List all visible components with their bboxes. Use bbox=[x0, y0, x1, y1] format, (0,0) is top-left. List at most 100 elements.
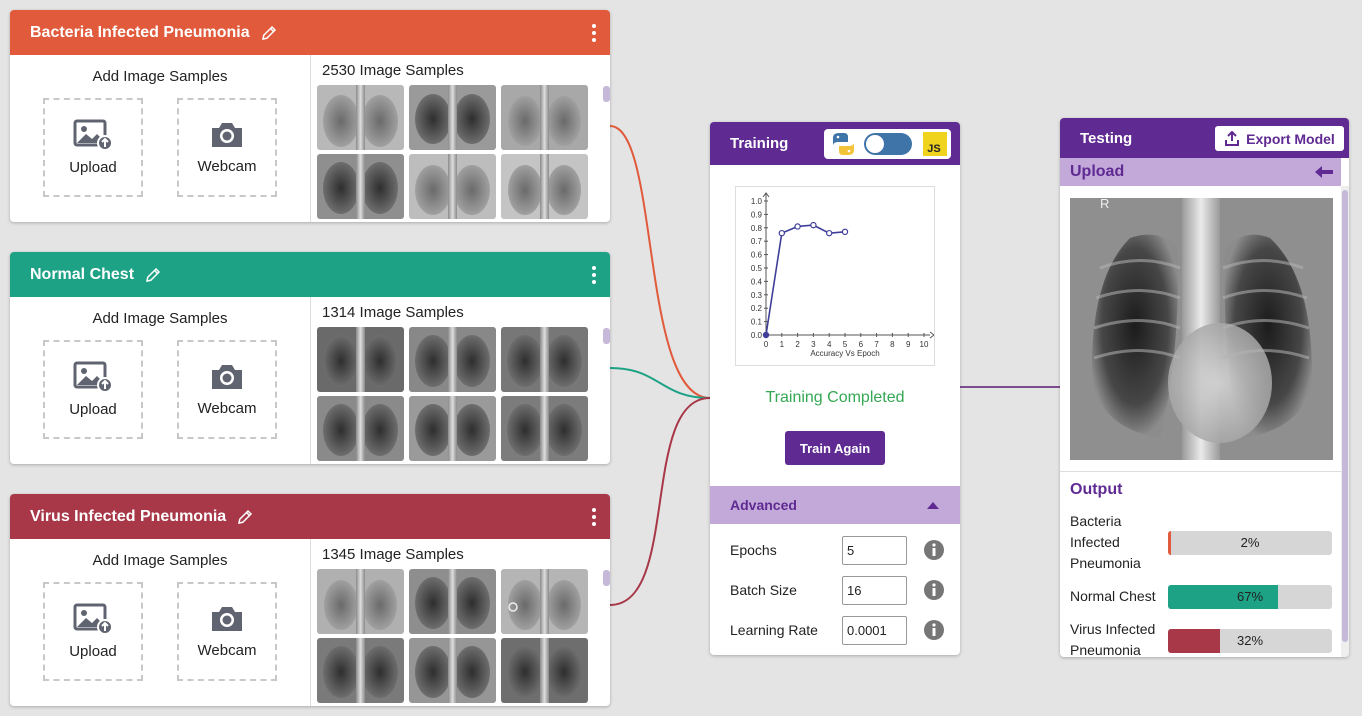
sample-thumbnail[interactable] bbox=[501, 154, 588, 219]
more-options-icon[interactable] bbox=[592, 266, 596, 284]
toggle-switch[interactable] bbox=[864, 133, 912, 155]
output-fill-virus bbox=[1168, 629, 1221, 653]
sample-thumbnail[interactable] bbox=[501, 327, 588, 392]
edit-pencil-icon[interactable] bbox=[144, 266, 162, 284]
upload-button[interactable]: Upload bbox=[43, 340, 143, 439]
accuracy-point bbox=[841, 228, 849, 236]
add-samples-area: Add Image Samples Upload Webcam bbox=[10, 55, 311, 222]
output-bar-virus: 32% bbox=[1168, 629, 1332, 653]
epochs-row: Epochs bbox=[730, 535, 945, 565]
divider bbox=[1060, 471, 1341, 472]
sample-thumbnail[interactable] bbox=[317, 154, 404, 219]
class-card-normal: Normal Chest Add Image Samples Upload We… bbox=[10, 252, 610, 464]
js-label: JS bbox=[927, 143, 940, 155]
testing-panel: Testing Export Model Upload bbox=[1060, 118, 1349, 657]
sample-thumbnail[interactable] bbox=[409, 154, 496, 219]
testing-scrollbar[interactable] bbox=[1341, 186, 1349, 657]
add-samples-area: Add Image Samples Upload Webcam bbox=[10, 539, 311, 706]
testing-title: Testing bbox=[1080, 129, 1133, 147]
sample-count: 1314 Image Samples bbox=[322, 304, 464, 321]
info-icon[interactable] bbox=[923, 579, 945, 601]
class-name[interactable]: Bacteria Infected Pneumonia bbox=[30, 23, 250, 41]
training-title: Training bbox=[730, 135, 789, 152]
epochs-input[interactable] bbox=[842, 535, 907, 565]
accuracy-chart: 0.0 0.1 0.2 0.3 0.4 0.5 0.6 0.7 0.8 0.9 1.0 0 1 2 3 4 5 6… bbox=[735, 186, 935, 366]
sample-thumbnail[interactable] bbox=[317, 396, 404, 461]
class-header: Normal Chest bbox=[10, 252, 610, 297]
samples-scrollbar[interactable] bbox=[603, 570, 610, 586]
more-options-icon[interactable] bbox=[592, 24, 596, 42]
info-icon[interactable] bbox=[923, 539, 945, 561]
sample-thumbnail[interactable] bbox=[501, 396, 588, 461]
upload-button[interactable]: Upload bbox=[43, 98, 143, 197]
x-tick-label: 6 bbox=[859, 340, 864, 349]
sample-thumbnails bbox=[317, 569, 588, 703]
sample-thumbnail[interactable] bbox=[317, 85, 404, 150]
python-icon bbox=[833, 133, 854, 155]
samples-scrollbar[interactable] bbox=[603, 328, 610, 344]
output-label-bacteria: Bacteria Infected Pneumonia bbox=[1070, 513, 1141, 571]
x-tick-label: 5 bbox=[843, 340, 848, 349]
webcam-button[interactable]: Webcam bbox=[177, 582, 277, 681]
add-samples-title: Add Image Samples bbox=[92, 68, 228, 85]
x-tick-label: 1 bbox=[780, 340, 785, 349]
sample-thumbnail[interactable] bbox=[409, 638, 496, 703]
y-tick-label: 0.8 bbox=[751, 224, 763, 233]
webcam-button[interactable]: Webcam bbox=[177, 98, 277, 197]
advanced-toggle[interactable]: Advanced bbox=[710, 486, 960, 524]
train-again-button[interactable]: Train Again bbox=[785, 431, 885, 465]
y-axis-arrow bbox=[762, 192, 770, 198]
backend-toggle[interactable]: JS bbox=[824, 129, 951, 159]
sample-count: 1345 Image Samples bbox=[322, 546, 464, 563]
testing-header: Testing Export Model bbox=[1060, 118, 1349, 158]
class-name[interactable]: Normal Chest bbox=[30, 265, 135, 283]
webcam-label: Webcam bbox=[197, 400, 257, 417]
learning-rate-label: Learning Rate bbox=[730, 622, 818, 638]
sample-thumbnail[interactable] bbox=[409, 396, 496, 461]
test-upload-bar[interactable]: Upload bbox=[1060, 158, 1341, 186]
add-samples-title: Add Image Samples bbox=[92, 552, 228, 569]
class-name[interactable]: Virus Infected Pneumonia bbox=[30, 507, 227, 525]
sample-thumbnail[interactable] bbox=[317, 569, 404, 634]
sample-thumbnail[interactable] bbox=[501, 569, 588, 634]
samples-area: 1345 Image Samples bbox=[311, 539, 610, 706]
sample-thumbnails bbox=[317, 327, 588, 461]
test-xray-image: R bbox=[1070, 196, 1333, 460]
sample-thumbnail[interactable] bbox=[409, 569, 496, 634]
samples-scrollbar[interactable] bbox=[603, 86, 610, 102]
camera-icon bbox=[212, 123, 242, 147]
info-icon[interactable] bbox=[923, 619, 945, 641]
sample-thumbnail[interactable] bbox=[317, 638, 404, 703]
upload-button[interactable]: Upload bbox=[43, 582, 143, 681]
output-fill-normal bbox=[1168, 585, 1278, 609]
upload-label: Upload bbox=[69, 401, 117, 418]
edit-pencil-icon[interactable] bbox=[236, 508, 254, 526]
samples-area: 1314 Image Samples bbox=[311, 297, 610, 464]
output-label-virus: Virus Infected Pneumonia bbox=[1070, 621, 1156, 657]
output-bar-bacteria: 2% bbox=[1168, 531, 1332, 555]
sample-thumbnail[interactable] bbox=[317, 327, 404, 392]
test-upload-label: Upload bbox=[1070, 163, 1125, 180]
export-model-button[interactable]: Export Model bbox=[1215, 126, 1344, 151]
batch-size-input[interactable] bbox=[842, 575, 907, 605]
learning-rate-input[interactable] bbox=[842, 615, 907, 645]
webcam-button[interactable]: Webcam bbox=[177, 340, 277, 439]
xray-marker: R bbox=[1100, 198, 1109, 211]
x-axis-label: Accuracy Vs Epoch bbox=[810, 349, 879, 358]
training-status: Training Completed bbox=[765, 389, 905, 406]
x-tick-label: 0 bbox=[764, 340, 769, 349]
arrow-left-icon[interactable] bbox=[1314, 165, 1334, 179]
output-label-normal: Normal Chest bbox=[1070, 588, 1156, 604]
training-header: Training JS bbox=[710, 122, 960, 165]
y-tick-label: 1.0 bbox=[751, 197, 763, 206]
image-upload-icon bbox=[73, 119, 113, 151]
more-options-icon[interactable] bbox=[592, 508, 596, 526]
output-bar-normal: 67% bbox=[1168, 585, 1332, 609]
sample-thumbnail[interactable] bbox=[409, 327, 496, 392]
sample-thumbnail[interactable] bbox=[409, 85, 496, 150]
sample-thumbnail[interactable] bbox=[501, 85, 588, 150]
accuracy-point bbox=[825, 229, 833, 237]
wire-virus bbox=[609, 397, 711, 606]
edit-pencil-icon[interactable] bbox=[260, 24, 278, 42]
sample-thumbnail[interactable] bbox=[501, 638, 588, 703]
